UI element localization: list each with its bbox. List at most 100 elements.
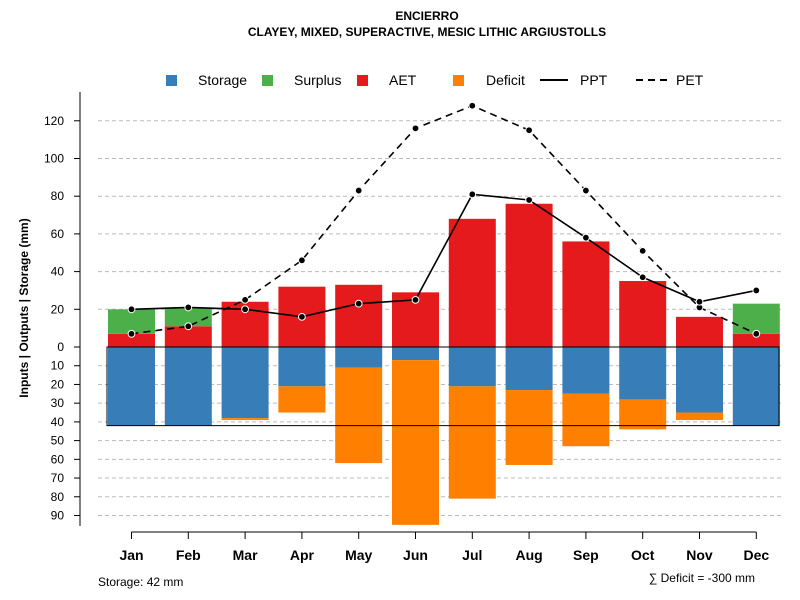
y-tick-label: 50 xyxy=(51,434,65,448)
month-label: Jan xyxy=(119,547,143,563)
deficit-bar xyxy=(448,386,496,499)
legend-label-pet: PET xyxy=(676,72,704,88)
storage-bar xyxy=(562,347,610,394)
pet-point xyxy=(468,101,477,110)
pet-point xyxy=(241,295,250,304)
storage-frames xyxy=(106,346,780,427)
ppt-point xyxy=(411,295,420,304)
y-tick-label: 10 xyxy=(51,359,65,373)
aet-bar xyxy=(562,241,610,347)
storage-bar xyxy=(392,347,439,361)
y-tick-label: 120 xyxy=(44,114,64,128)
y-tick-label: 80 xyxy=(51,490,65,504)
y-tick-label: 70 xyxy=(51,471,65,485)
ppt-point xyxy=(468,190,477,199)
pet-point xyxy=(411,124,420,133)
aet-bar xyxy=(335,284,383,347)
legend-swatch-deficit xyxy=(453,75,464,86)
storage-bar xyxy=(619,347,667,400)
y-tick-label: 30 xyxy=(51,396,65,410)
aet-bar xyxy=(676,316,723,347)
deficit-bar xyxy=(335,367,383,464)
storage-bar xyxy=(164,347,212,426)
ppt-line xyxy=(131,193,757,318)
y-tick-label: 80 xyxy=(51,189,65,203)
month-label: Nov xyxy=(686,547,713,563)
y-tick-label: 40 xyxy=(51,265,65,279)
legend: Storage Surplus AET Deficit PPT PET xyxy=(166,72,704,88)
pet-point xyxy=(184,322,193,331)
pet-point xyxy=(127,329,136,338)
pet-point xyxy=(354,186,363,195)
y-tick-label: 60 xyxy=(51,452,65,466)
month-label: May xyxy=(345,547,372,563)
deficit-bar xyxy=(619,399,667,430)
ppt-point xyxy=(241,305,250,314)
storage-bar xyxy=(732,347,780,426)
month-label: Mar xyxy=(233,547,258,563)
y-tick-label: 60 xyxy=(51,227,65,241)
pet-point xyxy=(525,126,533,135)
ppt-point xyxy=(752,286,761,295)
storage-bar xyxy=(221,347,269,419)
legend-swatch-surplus xyxy=(262,75,273,86)
month-label: Apr xyxy=(290,547,315,563)
pet-point xyxy=(752,329,761,338)
ppt-point xyxy=(184,303,193,312)
chart-subtitle: CLAYEY, MIXED, SUPERACTIVE, MESIC LITHIC… xyxy=(248,25,606,39)
legend-label-ppt: PPT xyxy=(580,72,608,88)
bars-layer xyxy=(108,203,780,525)
pet-point xyxy=(582,186,590,195)
pet-point xyxy=(298,256,306,265)
y-tick-label: 20 xyxy=(51,377,65,391)
y-tick-label: 100 xyxy=(44,152,64,166)
ppt-point xyxy=(354,299,363,308)
aet-bar xyxy=(505,203,553,347)
aet-bar xyxy=(108,333,155,347)
aet-bar xyxy=(732,333,780,347)
ppt-point xyxy=(582,233,590,242)
axes-layer: 0 20 40 60 80 100 120 10 20 30 40 50 60 70 80 90 Jan Feb M… xyxy=(44,91,769,563)
y-tick-label: 0 xyxy=(57,340,64,354)
month-label: Sep xyxy=(573,547,599,563)
deficit-bar xyxy=(676,412,723,421)
storage-bar xyxy=(676,347,723,413)
aet-bar xyxy=(448,218,496,347)
legend-label-deficit: Deficit xyxy=(486,72,525,88)
surplus-bar xyxy=(164,307,212,327)
legend-label-aet: AET xyxy=(389,72,417,88)
deficit-bar xyxy=(505,390,553,465)
month-label: Feb xyxy=(176,547,201,563)
legend-label-storage: Storage xyxy=(198,72,247,88)
ppt-point xyxy=(525,196,533,204)
legend-swatch-storage xyxy=(166,75,177,86)
ppt-point xyxy=(638,273,647,282)
storage-bar xyxy=(278,347,326,387)
deficit-bar xyxy=(278,386,326,413)
month-label: Jul xyxy=(462,547,482,563)
ppt-point xyxy=(298,312,306,321)
storage-bar xyxy=(335,347,383,368)
deficit-bar xyxy=(392,360,439,525)
storage-note: Storage: 42 mm xyxy=(98,575,183,589)
y-tick-label: 90 xyxy=(51,509,65,523)
month-label: Aug xyxy=(515,547,542,563)
pet-line xyxy=(131,104,757,335)
gridlines xyxy=(98,120,782,516)
aet-bar xyxy=(619,281,667,347)
legend-swatch-aet xyxy=(357,75,368,86)
month-label: Jun xyxy=(403,547,428,563)
y-axis-label: Inputs | Outputs | Storage (mm) xyxy=(17,218,31,397)
deficit-bar xyxy=(221,418,269,421)
month-label: Oct xyxy=(631,547,655,563)
storage-bar xyxy=(448,347,496,387)
surplus-bar xyxy=(108,309,155,334)
deficit-note: ∑ Deficit = -300 mm xyxy=(649,571,755,585)
chart-title: ENCIERRO xyxy=(395,9,458,23)
pet-point xyxy=(638,246,647,255)
month-label: Dec xyxy=(743,547,769,563)
aet-bar xyxy=(164,326,212,347)
legend-label-surplus: Surplus xyxy=(294,72,341,88)
surplus-bar xyxy=(732,303,780,334)
